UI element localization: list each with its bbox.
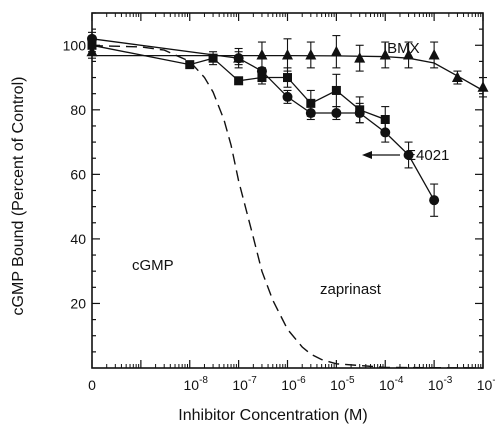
x-tick-label: 10-2	[477, 375, 495, 393]
series-line-cgmp	[91, 44, 484, 369]
data-point-e4021	[208, 53, 218, 63]
x-tick-label: 0	[88, 377, 96, 393]
data-point-ibmx	[379, 48, 391, 60]
annotation-layer: IBMX E4021 zaprinast cGMP	[132, 40, 449, 298]
data-point-ibmx	[256, 48, 268, 60]
tick-labels-layer: 20 40 60 80 100 0 10-8 10-7 10-6 10-5 10-4 10-3 10-2	[63, 37, 495, 393]
series-label-e4021: E4021	[406, 147, 449, 164]
data-point-e4021	[257, 73, 267, 83]
data-point-e4021	[283, 73, 292, 83]
series-label-cgmp: cGMP	[132, 257, 174, 274]
data-point-ibmx	[282, 48, 293, 60]
data-point-e4021	[185, 60, 195, 70]
series-line-zaprinast	[91, 38, 435, 201]
x-axis-title: Inhibitor Concentration (M)	[178, 407, 367, 424]
data-point-ibmx	[330, 45, 342, 57]
x-tick-label: 10-3	[428, 375, 453, 393]
data-point-zaprinast	[354, 108, 365, 119]
y-tick-label: 40	[70, 231, 86, 247]
data-point-zaprinast	[233, 53, 244, 64]
y-tick-label: 20	[70, 295, 86, 311]
data-point-zaprinast	[305, 108, 316, 119]
y-tick-label: 100	[63, 37, 87, 53]
series-label-ibmx: IBMX	[383, 40, 420, 57]
x-tick-label: 10-4	[379, 375, 404, 393]
y-tick-label: 80	[70, 102, 86, 118]
data-point-ibmx	[428, 48, 440, 60]
series-label-zaprinast: zaprinast	[320, 281, 382, 298]
x-tick-label: 10-5	[330, 375, 355, 393]
y-tick-label: 60	[70, 166, 86, 182]
x-tick-label: 10-7	[232, 375, 257, 393]
data-point-ibmx	[305, 48, 317, 60]
data-point-e4021	[234, 76, 244, 86]
e4021-arrow-head	[362, 151, 372, 159]
data-point-zaprinast	[282, 91, 293, 102]
y-axis-title: cGMP Bound (Percent of Control)	[10, 77, 27, 316]
data-point-ibmx	[354, 52, 366, 63]
data-point-e4021	[331, 85, 341, 95]
data-point-zaprinast	[429, 195, 440, 206]
data-point-zaprinast	[380, 127, 391, 138]
data-point-e4021	[306, 98, 316, 108]
data-point-zaprinast	[256, 66, 267, 77]
data-point-zaprinast	[403, 150, 414, 160]
x-tick-label: 10-6	[281, 375, 306, 393]
data-point-ibmx	[403, 48, 415, 60]
data-point-ibmx	[451, 71, 463, 83]
ticks-layer	[91, 12, 484, 368]
x-tick-label: 10-8	[184, 375, 209, 393]
series-line-e4021	[91, 44, 386, 121]
data-point-zaprinast	[331, 108, 342, 119]
cgmp-curve-layer	[91, 44, 484, 369]
data-point-e4021	[380, 115, 390, 124]
